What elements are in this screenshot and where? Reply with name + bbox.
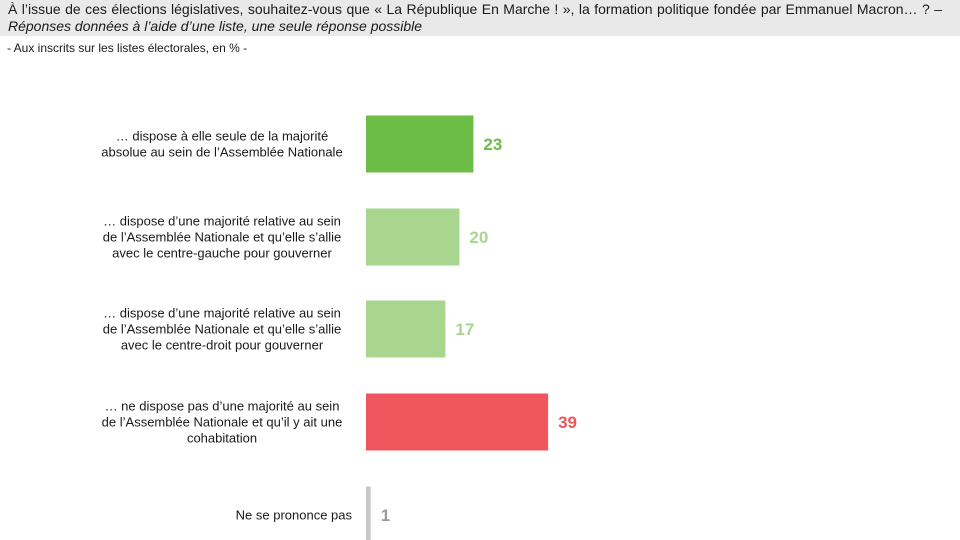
- category-label-line: de l’Assemblée Nationale et qu’il y ait …: [102, 415, 343, 430]
- category-label: … dispose à elle seule de la majorité abs…: [101, 129, 342, 160]
- value-label: 39: [558, 413, 577, 432]
- category-label: … dispose d’une majorité relative au sei…: [103, 214, 341, 261]
- bar: [366, 393, 549, 451]
- category-label-line: de l’Assemblée Nationale et qu’elle s’al…: [103, 322, 341, 337]
- bar: [366, 486, 371, 540]
- category-label-line: cohabitation: [187, 431, 257, 446]
- question-text: À l’issue de ces élections législatives,…: [8, 1, 942, 35]
- bar: [366, 300, 446, 358]
- category-label-line: … dispose à elle seule de la majorité: [116, 129, 328, 144]
- category-label-line: absolue au sein de l’Assemblée Nationale: [101, 145, 342, 160]
- category-label-line: Ne se prononce pas: [236, 508, 353, 523]
- value-label: 1: [381, 506, 390, 525]
- chart-subtitle: - Aux inscrits sur les listes électorale…: [7, 41, 248, 55]
- value-label: 20: [469, 228, 488, 247]
- category-label-line: … dispose d’une majorité relative au sei…: [103, 214, 341, 229]
- value-label: 17: [455, 320, 474, 339]
- category-label-line: avec le centre-gauche pour gouverner: [112, 246, 332, 261]
- category-label: … ne dispose pas d’une majorité au sein d…: [102, 399, 343, 446]
- category-label: Ne se prononce pas: [236, 508, 353, 523]
- bar: [366, 115, 474, 173]
- bar: [366, 208, 460, 266]
- category-label-line: de l’Assemblée Nationale et qu’elle s’al…: [103, 230, 341, 245]
- question-band: [0, 0, 960, 36]
- value-label: 23: [483, 135, 502, 154]
- category-label-line: … dispose d’une majorité relative au sei…: [103, 306, 341, 321]
- question-main: À l’issue de ces élections législatives,…: [8, 1, 942, 17]
- category-label-line: … ne dispose pas d’une majorité au sein: [105, 399, 340, 414]
- question-note: Réponses données à l’aide d’une liste, u…: [8, 18, 423, 34]
- category-label: … dispose d’une majorité relative au sei…: [103, 306, 341, 353]
- category-label-line: avec le centre-droit pour gouverner: [121, 338, 324, 353]
